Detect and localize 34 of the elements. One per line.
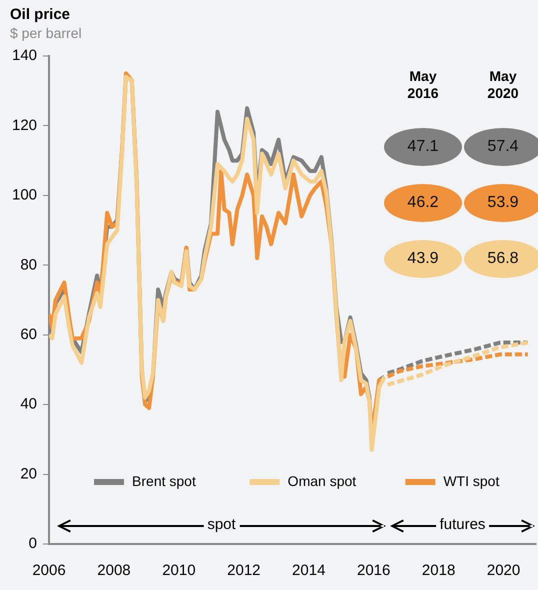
annotation: 47.1 [384, 128, 462, 166]
annotation: May 2020 [486, 68, 520, 102]
x-tick-label: 2014 [292, 562, 326, 580]
line-series [386, 340, 530, 376]
x-tick-label: 2020 [486, 562, 520, 580]
x-tick-label: 2006 [32, 562, 66, 580]
y-tick-label: 100 [12, 186, 38, 204]
chart-title: Oil price [10, 6, 70, 23]
x-tick-label: 2018 [422, 562, 456, 580]
annotation: 53.9 [464, 184, 538, 222]
y-tick-label: 0 [28, 535, 38, 552]
y-tick-label: 40 [20, 396, 38, 413]
x-tick-label: 2010 [162, 562, 196, 580]
line-series [386, 340, 530, 387]
y-tick-label: 60 [20, 326, 38, 343]
x-tick-label: 2008 [97, 562, 131, 580]
annotation: 43.9 [384, 240, 462, 278]
x-tick-label: 2016 [356, 562, 390, 580]
annotation: futures [436, 516, 490, 534]
annotation: May 2016 [406, 68, 440, 102]
annotation: 46.2 [384, 184, 462, 222]
y-tick-label: 140 [12, 47, 38, 64]
y-tick-label: 80 [20, 256, 38, 274]
legend-label: WTI spot [443, 472, 500, 489]
x-tick-label: 2012 [227, 562, 261, 580]
chart-subtitle: $ per barrel [10, 25, 82, 41]
annotation: 56.8 [464, 240, 538, 278]
line-series [386, 352, 530, 379]
y-tick-label: 20 [20, 465, 38, 482]
legend-label: Brent spot [132, 472, 196, 489]
annotation: 57.4 [464, 128, 538, 166]
legend-label: Oman spot [288, 472, 356, 489]
annotation: spot [203, 516, 240, 534]
y-tick-label: 120 [12, 116, 38, 134]
